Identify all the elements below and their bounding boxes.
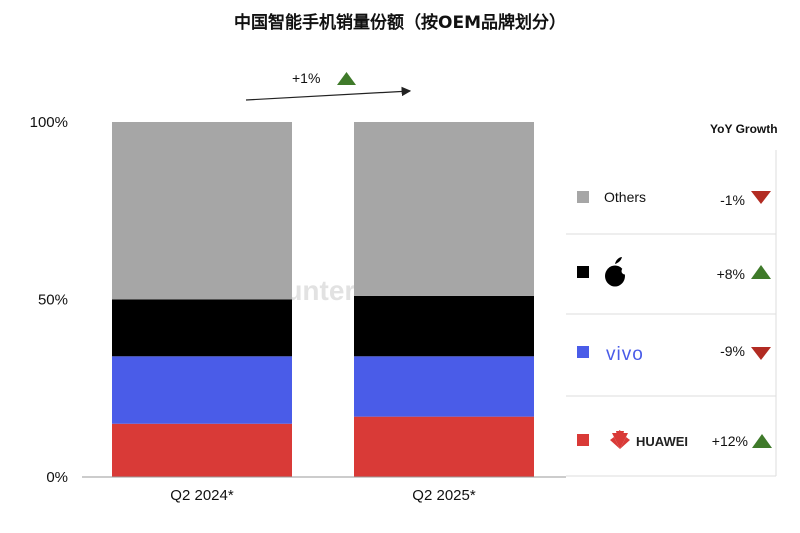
- plot-area: 0% 50% 100% Q2 2024* Q2 2025*: [30, 114, 534, 504]
- x-category-label: Q2 2025*: [412, 487, 476, 504]
- y-tick-label: 0%: [46, 469, 68, 486]
- legend-swatch: [577, 191, 589, 203]
- bar-segment-vivo: [112, 356, 292, 424]
- down-triangle-icon: [751, 347, 771, 360]
- legend-swatch: [577, 346, 589, 358]
- y-tick-label: 100%: [30, 114, 68, 131]
- chart-title: 中国智能手机销量份额（按OEM品牌划分）: [234, 13, 566, 33]
- bar-segment-apple: [354, 295, 534, 357]
- huawei-logo-icon: [610, 430, 630, 449]
- legend-item-huawei: HUAWEI +12%: [577, 430, 772, 449]
- bar-segment-others: [112, 122, 292, 300]
- legend-swatch: [577, 266, 589, 278]
- bar-segment-huawei: [112, 423, 292, 477]
- legend-label: HUAWEI: [636, 434, 688, 449]
- vivo-logo-icon: vivo: [606, 344, 644, 365]
- bar-segment-vivo: [354, 356, 534, 417]
- legend-yoy: +12%: [712, 433, 748, 449]
- bar-segment-huawei: [354, 416, 534, 477]
- up-triangle-icon: [337, 72, 356, 85]
- trend-arrow: [245, 86, 412, 101]
- total-change-label: +1%: [292, 70, 320, 86]
- legend: YoY Growth Others -1% +8% vivo: [566, 122, 778, 477]
- legend-yoy: -9%: [720, 343, 745, 359]
- bar-segment-apple: [112, 299, 292, 357]
- down-triangle-icon: [751, 191, 771, 204]
- legend-item-others: Others -1%: [577, 189, 771, 208]
- up-triangle-icon: [752, 434, 772, 448]
- legend-item-apple: +8%: [577, 257, 771, 287]
- legend-label: Others: [604, 189, 646, 205]
- legend-swatch: [577, 434, 589, 446]
- legend-header: YoY Growth: [710, 122, 778, 136]
- y-tick-label: 50%: [38, 292, 68, 309]
- legend-yoy: -1%: [720, 192, 745, 208]
- up-triangle-icon: [751, 265, 771, 279]
- bar-segment-others: [354, 122, 534, 296]
- legend-item-vivo: vivo -9%: [577, 343, 771, 365]
- apple-logo-icon: [605, 257, 629, 287]
- total-change-annotation: +1%: [245, 70, 412, 101]
- legend-yoy: +8%: [717, 266, 745, 282]
- x-category-label: Q2 2024*: [170, 487, 234, 504]
